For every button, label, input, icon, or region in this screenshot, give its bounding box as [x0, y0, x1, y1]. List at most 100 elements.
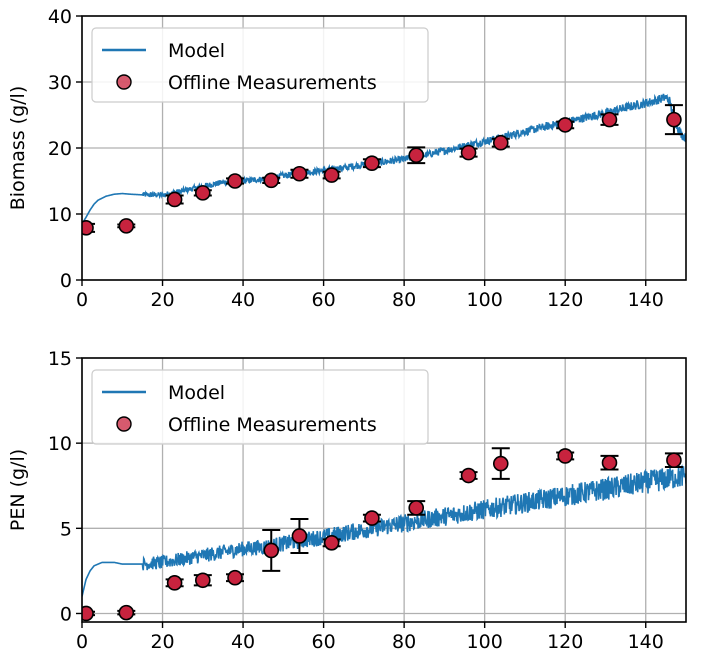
y-tick-label: 40 — [48, 6, 72, 28]
measurement-point — [290, 165, 309, 182]
legend-label-model: Model — [168, 40, 225, 62]
measurement-marker — [460, 144, 477, 161]
measurement-point — [600, 111, 619, 128]
measurement-marker — [666, 111, 682, 128]
measurement-point — [600, 454, 619, 471]
y-tick-label: 10 — [48, 433, 72, 455]
measurement-point — [556, 448, 575, 464]
measurement-point — [262, 529, 281, 572]
y-tick-label: 0 — [60, 603, 72, 625]
x-tick-label: 40 — [231, 289, 255, 311]
measurement-marker — [601, 454, 618, 471]
measurement-marker — [195, 572, 211, 589]
measurement-point — [226, 173, 245, 189]
y-tick-label: 10 — [48, 204, 72, 226]
measurement-marker — [263, 172, 280, 189]
x-tick-label: 140 — [628, 631, 664, 653]
measurement-point — [117, 218, 136, 234]
legend-box — [91, 27, 429, 103]
measurement-point — [82, 605, 96, 622]
x-tick-label: 60 — [312, 289, 336, 311]
x-tick-label: 80 — [392, 631, 416, 653]
measurement-marker — [291, 165, 308, 182]
x-tick-label: 100 — [467, 631, 503, 653]
measurement-point — [362, 510, 381, 526]
legend: Model Offline Measurements — [91, 27, 429, 103]
y-axis-label: PEN (g/l) — [7, 449, 29, 531]
legend-box — [91, 369, 429, 445]
measurement-point — [491, 447, 510, 480]
x-tick-label: 0 — [76, 289, 88, 311]
measurement-marker — [323, 534, 340, 551]
measurement-marker — [323, 167, 340, 183]
measurement-point — [193, 572, 212, 589]
y-axis-label: Biomass (g/l) — [7, 86, 29, 211]
measurement-marker — [118, 604, 135, 621]
measurement-marker — [364, 510, 380, 526]
x-tick-label: 140 — [628, 289, 664, 311]
measurement-marker — [291, 528, 308, 544]
measurement-marker — [557, 117, 574, 133]
measurement-marker — [263, 542, 280, 559]
measurement-marker — [492, 134, 509, 151]
measurement-point — [262, 172, 281, 189]
measurement-point — [117, 604, 136, 621]
measurement-marker — [82, 605, 94, 622]
measurement-marker — [227, 173, 243, 189]
plot-area — [82, 93, 686, 236]
axes-frame — [81, 357, 687, 623]
measurement-marker — [557, 448, 574, 464]
measurement-point — [193, 185, 212, 201]
x-tick-label: 80 — [392, 289, 416, 311]
legend-marker-swatch — [116, 74, 132, 90]
y-tick-label: 0 — [60, 270, 72, 292]
pen-panel: 0 20 40 60 80 100 120 140 0 5 10 15 PEN (g/l) Model Of… — [7, 348, 687, 653]
measurement-point — [664, 104, 683, 136]
measurement-point — [82, 220, 96, 236]
x-tick-label: 0 — [76, 631, 88, 653]
model-line — [82, 93, 686, 225]
x-tick-label: 60 — [312, 631, 336, 653]
x-tick-label: 40 — [231, 631, 255, 653]
y-tick-label: 15 — [48, 348, 72, 370]
x-tick-label: 20 — [150, 631, 174, 653]
measurement-point — [226, 569, 245, 586]
legend-marker-swatch — [116, 416, 132, 432]
x-tick-label: 20 — [150, 289, 174, 311]
measurement-point — [165, 575, 184, 591]
measurement-marker — [666, 452, 682, 468]
measurement-marker — [195, 185, 211, 201]
x-tick-label: 120 — [547, 289, 583, 311]
legend-label-model: Model — [168, 382, 225, 404]
plot-area — [82, 447, 686, 622]
legend-label-measurements: Offline Measurements — [168, 414, 377, 436]
measurement-marker — [82, 220, 94, 236]
x-tick-label: 100 — [467, 289, 503, 311]
measurement-point — [407, 146, 426, 165]
x-tick-label: 120 — [547, 631, 583, 653]
measurement-marker — [166, 575, 183, 591]
measurement-marker — [118, 218, 135, 234]
measurement-point — [322, 167, 341, 183]
y-tick-label: 30 — [48, 72, 72, 94]
model-line — [82, 464, 686, 597]
measurement-marker — [227, 569, 243, 586]
measurement-point — [556, 117, 575, 133]
measurement-point — [664, 452, 683, 469]
measurement-point — [165, 191, 184, 208]
measurement-marker — [408, 500, 425, 516]
measurement-marker — [364, 155, 380, 171]
measurement-point — [322, 534, 341, 551]
measurement-point — [459, 144, 478, 161]
measurement-marker — [166, 191, 183, 208]
y-tick-label: 5 — [60, 518, 72, 540]
measurement-marker — [460, 467, 477, 484]
legend: Model Offline Measurements — [91, 369, 429, 445]
measurement-marker — [492, 455, 509, 472]
y-tick-label: 20 — [48, 138, 72, 160]
measurement-point — [491, 134, 510, 151]
biomass-panel: 0 20 40 60 80 100 120 140 0 10 20 30 40 Biomass (g/l)… — [7, 6, 687, 311]
measurement-point — [290, 517, 309, 555]
measurement-marker — [601, 111, 618, 128]
